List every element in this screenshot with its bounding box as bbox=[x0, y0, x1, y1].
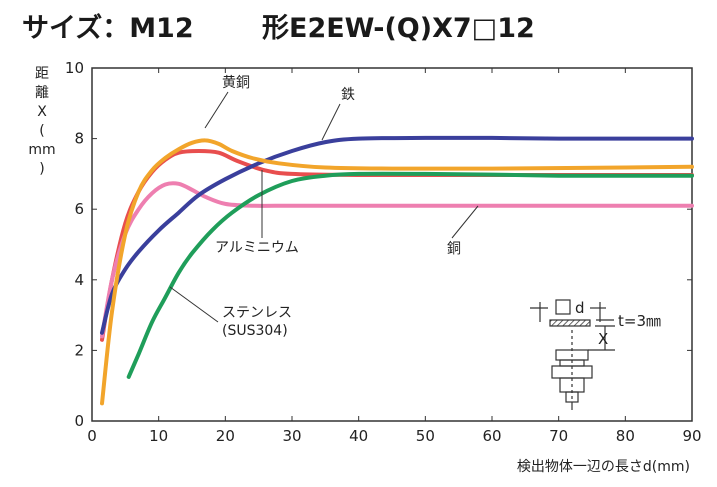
x-tick-label-9: 90 bbox=[682, 427, 701, 445]
axis-ticks: 0 10 20 30 40 50 60 70 80 90 0 2 4 6 8 10 bbox=[65, 59, 702, 445]
annotation-leaders bbox=[169, 91, 479, 323]
y-tick-label-2: 4 bbox=[74, 271, 84, 289]
leader-line-1 bbox=[321, 103, 341, 141]
x-tick-label-4: 40 bbox=[349, 427, 368, 445]
d-label: d bbox=[575, 299, 585, 317]
size-title: サイズ：M12 bbox=[22, 13, 194, 44]
chart-header: サイズ：M12 形E2EW-(Q)X7□12 bbox=[0, 0, 717, 50]
x-tick-label-3: 30 bbox=[282, 427, 301, 445]
x-tick-label-8: 80 bbox=[616, 427, 635, 445]
y-label-char-2: X bbox=[37, 104, 47, 120]
annotation-label-4-0: ステンレス bbox=[222, 305, 292, 321]
annotation-label-1-0: 鉄 bbox=[341, 87, 355, 103]
series-line-4 bbox=[126, 171, 694, 379]
t-label: t=3㎜ bbox=[618, 312, 661, 330]
series-line-1 bbox=[100, 138, 694, 406]
x-tick-label-7: 70 bbox=[549, 427, 568, 445]
plot-frame bbox=[91, 67, 693, 422]
y-label-char-3: ( bbox=[39, 123, 44, 139]
leader-line-3 bbox=[451, 205, 479, 239]
square-symbol bbox=[555, 299, 571, 315]
y-label-char-4: mm bbox=[28, 142, 55, 158]
leader-line-0 bbox=[204, 91, 229, 129]
leader-line-4 bbox=[169, 286, 219, 323]
y-tick-label-4: 8 bbox=[74, 130, 84, 148]
y-tick-label-1: 2 bbox=[74, 341, 84, 359]
target-plate bbox=[549, 319, 591, 327]
x-tick-label-0: 0 bbox=[87, 427, 97, 445]
annotation-label-0-0: 黄銅 bbox=[222, 74, 250, 91]
x-tick-label-5: 50 bbox=[416, 427, 435, 445]
y-label-char-0: 距 bbox=[35, 66, 49, 82]
y-tick-label-0: 0 bbox=[74, 412, 84, 430]
model-title: 形E2EW-(Q)X7□12 bbox=[262, 13, 535, 44]
setup-diagram bbox=[530, 299, 615, 410]
annotation-label-2-0: アルミニウム bbox=[215, 240, 299, 256]
y-axis-label: 距離X ( mm) bbox=[28, 66, 55, 177]
series-layer bbox=[100, 135, 694, 406]
x-label-diagram: X bbox=[598, 330, 608, 348]
x-tick-label-1: 10 bbox=[149, 427, 168, 445]
y-tick-label-3: 6 bbox=[74, 200, 84, 218]
annotation-label-4-1: (SUS304) bbox=[222, 323, 288, 339]
x-axis-label: 検出物体一辺の長さd(mm) bbox=[517, 459, 690, 475]
series-line-3 bbox=[100, 181, 694, 339]
y-label-char-1: 離 bbox=[35, 84, 49, 101]
x-tick-label-6: 60 bbox=[482, 427, 501, 445]
annotation-label-3-0: 銅 bbox=[447, 241, 461, 257]
x-tick-label-2: 20 bbox=[216, 427, 235, 445]
y-tick-label-5: 10 bbox=[65, 59, 84, 77]
series-line-2 bbox=[100, 149, 694, 342]
y-label-char-5: ) bbox=[39, 161, 44, 177]
